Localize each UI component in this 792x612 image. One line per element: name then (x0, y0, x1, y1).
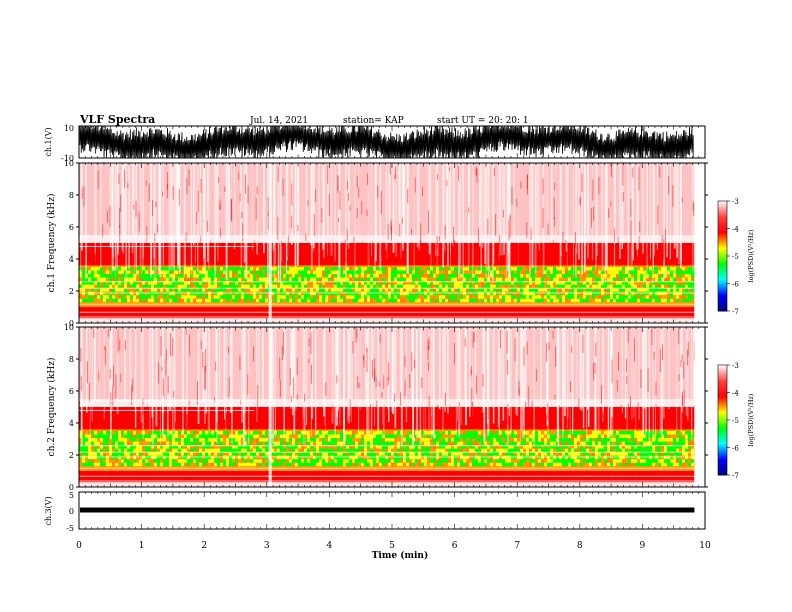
date-label: Jul. 14, 2021 (249, 116, 308, 126)
ch3-waveform-panel: 5 0 -5 ch.3(V) (44, 491, 706, 533)
time-axis-labels: 0 1 2 3 4 5 6 7 8 9 10 (76, 541, 711, 551)
ch3-waveform-ylabel: ch.3(V) (44, 496, 53, 525)
time-axis-ticks (78, 126, 706, 529)
ytick-label: 6 (69, 387, 74, 396)
colorbar-tick-label: -6 (732, 445, 739, 453)
ch2-spectrogram-ylabel: ch.2 Frequency (kHz) (46, 358, 57, 457)
ytick-label: 10 (64, 323, 74, 332)
colorbar-tick-label: -7 (732, 308, 739, 316)
time-tick-label: 7 (514, 541, 520, 551)
ch2-spectrogram-panel: 0 2 4 6 8 10 ch.2 Frequency (kHz) -3 -4 -5 -6 -7 l… (46, 323, 755, 492)
ytick-label: 0 (69, 483, 74, 492)
figure-title: VLF Spectra (79, 113, 155, 126)
time-axis-label: Time (min) (372, 550, 429, 561)
ch1-waveform-ylabel: ch.1(V) (44, 127, 53, 156)
ch1-spectrogram-image (79, 163, 705, 323)
ch1-colorbar: -3 -4 -5 -6 -7 log(PSD)(V²/Hz) (717, 198, 755, 316)
ch2-spectrogram-image (79, 327, 705, 487)
colorbar-label: log(PSD)(V²/Hz) (747, 393, 755, 446)
ytick-label: 2 (69, 451, 74, 460)
ytick-label: 8 (69, 355, 74, 364)
ch2-spectrogram-yticks: 0 2 4 6 8 10 (64, 323, 708, 492)
ch3-ytick-bottom: -5 (66, 524, 74, 533)
time-tick-label: 3 (264, 541, 270, 551)
ch1-ytick-top: 10 (64, 124, 74, 133)
ch1-spectrogram-ylabel: ch.1 Frequency (kHz) (46, 194, 57, 293)
ytick-label: 10 (64, 159, 74, 168)
time-tick-label: 9 (640, 541, 646, 551)
colorbar-tick-label: -3 (732, 362, 739, 370)
colorbar-tick-label: -5 (732, 253, 739, 261)
time-tick-label: 8 (577, 541, 583, 551)
time-tick-label: 6 (452, 541, 458, 551)
time-tick-label: 10 (699, 541, 711, 551)
colorbar-tick-label: -5 (732, 417, 739, 425)
station-label: station= KAP (343, 116, 404, 126)
ytick-label: 0 (69, 319, 74, 328)
ch3-ytick-top: 5 (69, 491, 74, 500)
time-tick-label: 4 (327, 541, 333, 551)
colorbar-tick-label: -3 (732, 198, 739, 206)
ch3-ytick-mid: 0 (69, 507, 74, 516)
ytick-label: 6 (69, 223, 74, 232)
ch2-colorbar: -3 -4 -5 -6 -7 log(PSD)(V²/Hz) (717, 362, 755, 480)
ytick-label: 8 (69, 191, 74, 200)
colorbar-tick-label: -6 (732, 281, 739, 289)
ch1-spectrogram-panel: 0 2 4 6 8 10 ch.1 Frequency (kHz) -3 -4 -5 -6 -7 l… (46, 159, 755, 328)
time-tick-label: 2 (201, 541, 207, 551)
colorbar-tick-label: -4 (732, 390, 739, 398)
ch1-waveform-panel: 10 -10 ch.1(V) (44, 124, 706, 163)
ch3-waveform-trace (80, 507, 695, 513)
time-tick-label: 5 (389, 541, 395, 551)
time-tick-label: 0 (76, 541, 82, 551)
colorbar-tick-label: -7 (732, 472, 739, 480)
ytick-label: 4 (69, 419, 74, 428)
ytick-label: 4 (69, 255, 74, 264)
ch1-waveform-trace (79, 125, 694, 159)
ch1-ytick-bottom: -10 (61, 154, 74, 163)
start-time-label: start UT = 20: 20: 1 (437, 116, 529, 126)
ytick-label: 2 (69, 287, 74, 296)
time-tick-label: 1 (139, 541, 145, 551)
colorbar-label: log(PSD)(V²/Hz) (747, 229, 755, 282)
ch1-spectrogram-yticks: 0 2 4 6 8 10 (64, 159, 708, 328)
colorbar-tick-label: -4 (732, 226, 739, 234)
